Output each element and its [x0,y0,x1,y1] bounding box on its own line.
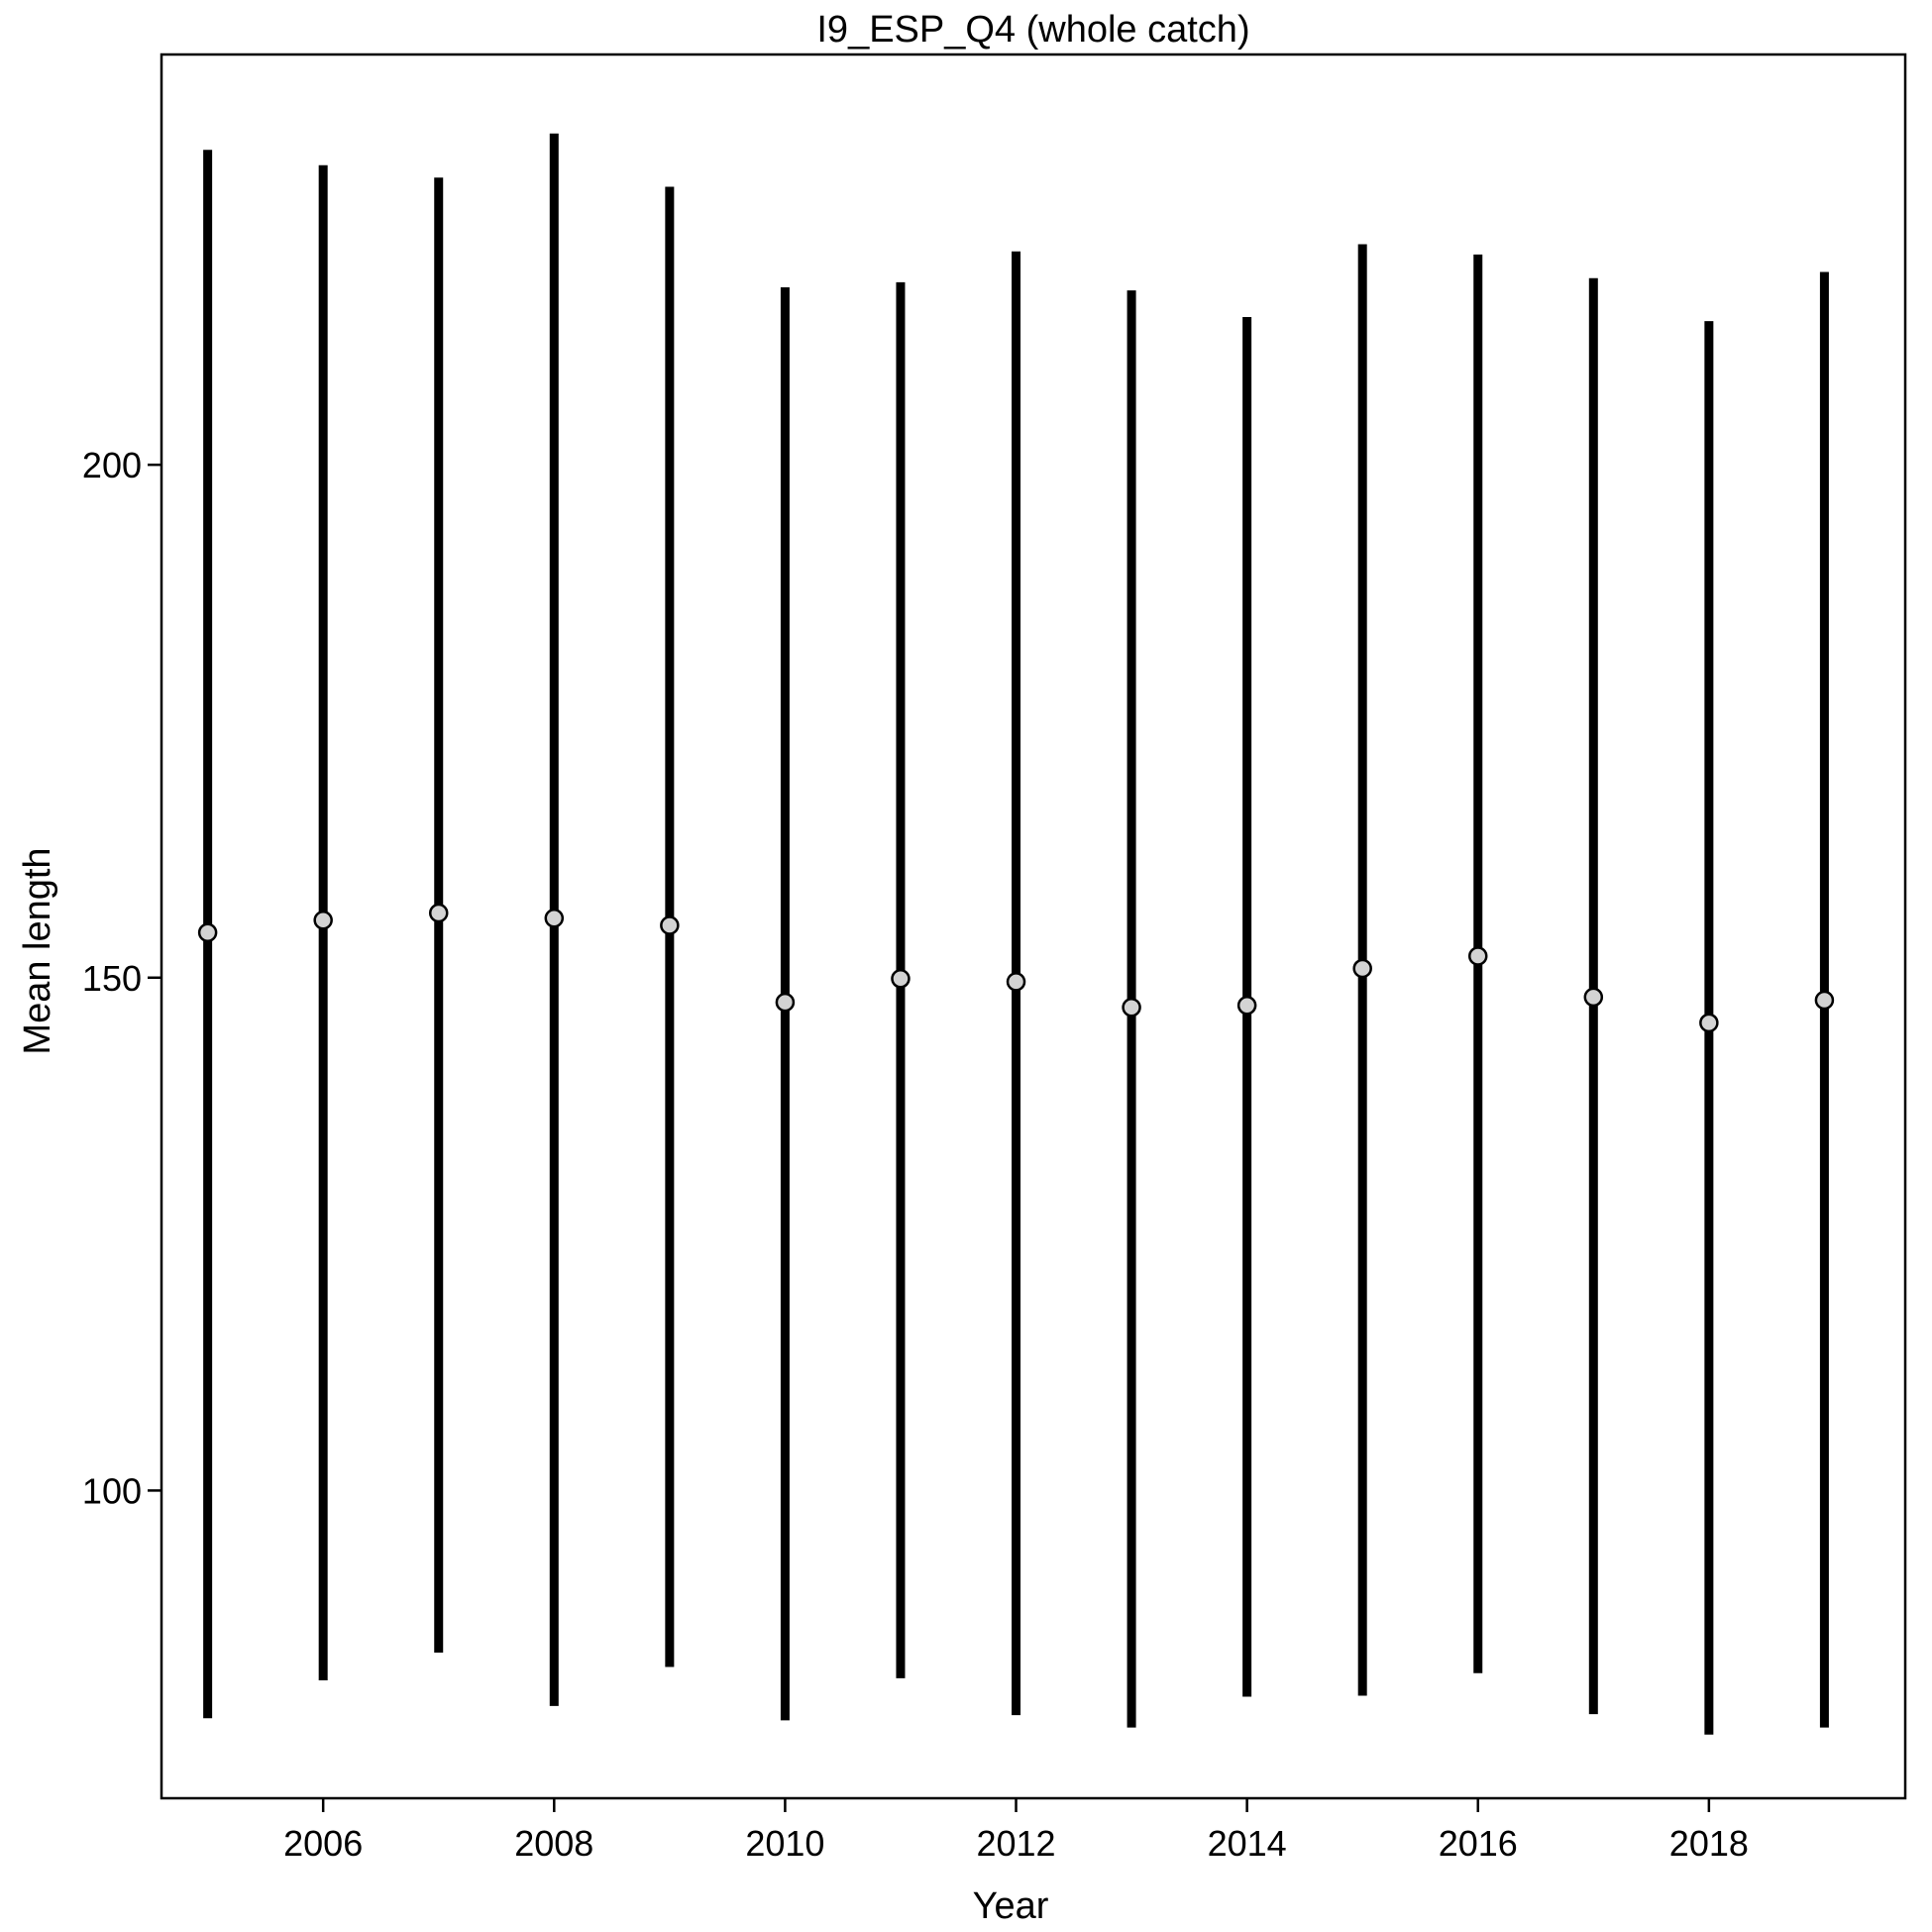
mean-point [1122,998,1141,1018]
y-axis: 100 150 200 [82,445,161,1511]
mean-point [1583,987,1604,1008]
plot-frame [160,53,1907,1800]
y-tick-label: 200 [82,445,142,485]
mean-point [1352,958,1372,979]
error-bars [203,133,1829,1735]
mean-point [660,915,680,935]
mean-point [313,911,333,930]
mean-point [775,992,796,1013]
mean-points [197,903,1835,1033]
x-tick-label: 2012 [976,1823,1055,1864]
mean-point [544,908,565,928]
mean-point [1467,946,1488,966]
x-tick-label: 2010 [745,1823,824,1864]
mean-point [197,922,218,942]
mean-point [1699,1013,1719,1033]
y-tick-label: 100 [82,1470,142,1511]
x-axis: 2006 2008 2010 2012 2014 2016 2018 [283,1798,1749,1864]
mean-point [891,969,911,989]
mean-point [1814,990,1835,1011]
mean-point [428,903,449,923]
x-tick-label: 2006 [283,1823,363,1864]
y-axis-label: Mean length [17,847,58,1054]
x-tick-label: 2018 [1669,1823,1749,1864]
x-axis-label: Year [973,1885,1049,1927]
x-tick-label: 2008 [514,1823,593,1864]
mean-point [1006,972,1026,992]
y-tick-label: 150 [82,958,142,999]
x-tick-label: 2014 [1208,1823,1287,1864]
x-tick-label: 2016 [1439,1823,1518,1864]
mean-point [1236,995,1257,1016]
chart-title: I9_ESP_Q4 (whole catch) [816,9,1249,51]
